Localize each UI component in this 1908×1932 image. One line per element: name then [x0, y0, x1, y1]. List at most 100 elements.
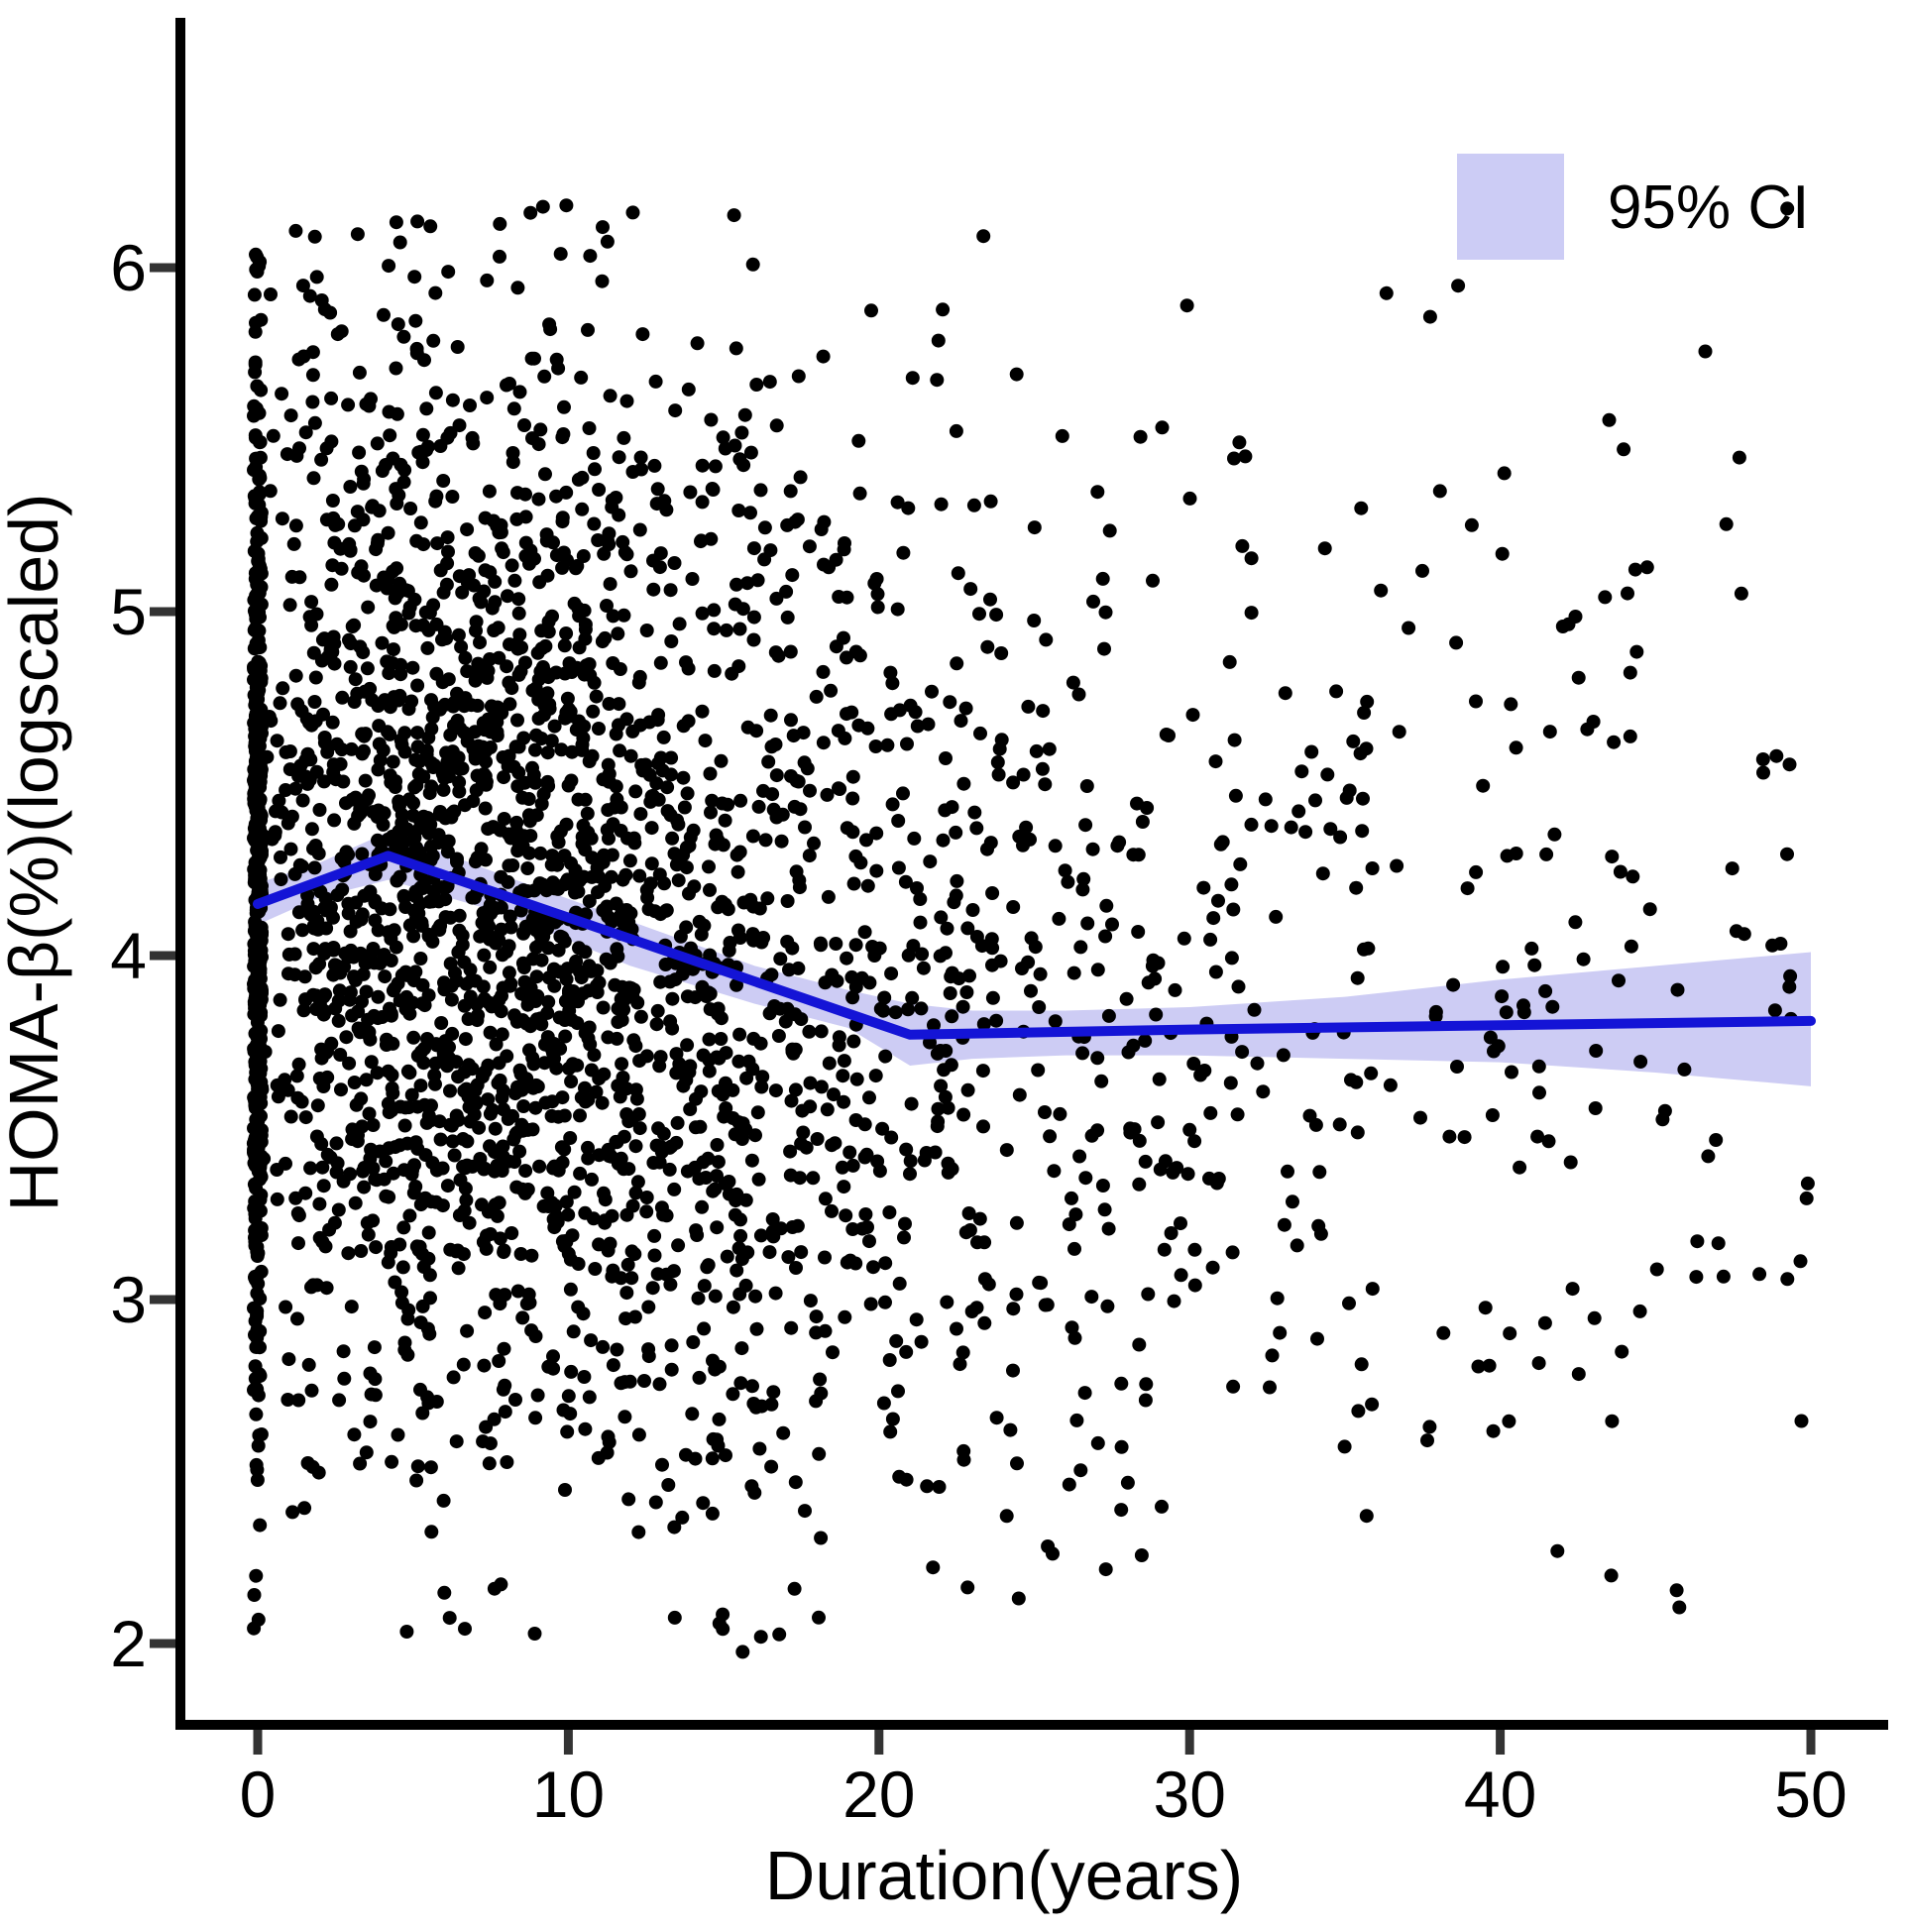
- scatter-point: [384, 1008, 398, 1023]
- scatter-point: [269, 804, 282, 819]
- scatter-point: [553, 929, 568, 944]
- scatter-point: [367, 1340, 382, 1355]
- x-tick-label: 30: [1153, 1758, 1225, 1831]
- scatter-point: [1009, 1287, 1024, 1302]
- scatter-point: [1356, 791, 1370, 806]
- scatter-point: [1174, 1216, 1187, 1231]
- scatter-point: [983, 592, 997, 607]
- scatter-point: [1032, 1275, 1047, 1290]
- scatter-point: [360, 1215, 375, 1230]
- scatter-point: [430, 536, 445, 551]
- scatter-point: [1555, 620, 1570, 633]
- scatter-point: [977, 1315, 992, 1330]
- scatter-point: [480, 391, 495, 405]
- scatter-point: [382, 404, 396, 419]
- scatter-point: [820, 787, 835, 802]
- scatter-point: [393, 657, 408, 672]
- scatter-point: [555, 430, 570, 445]
- scatter-point: [883, 1424, 898, 1439]
- scatter-point: [663, 808, 678, 823]
- scatter-point: [905, 371, 920, 386]
- scatter-point: [520, 861, 535, 875]
- scatter-point: [716, 838, 730, 852]
- scatter-point: [600, 899, 615, 914]
- scatter-point: [348, 672, 363, 687]
- scatter-point: [1159, 728, 1174, 741]
- scatter-point: [686, 1335, 701, 1349]
- scatter-point: [311, 847, 326, 861]
- scatter-point: [421, 623, 436, 637]
- scatter-point: [557, 1108, 572, 1123]
- scatter-point: [706, 1184, 721, 1198]
- scatter-point: [659, 1208, 674, 1223]
- scatter-point: [1170, 1161, 1184, 1176]
- scatter-point: [624, 1244, 639, 1259]
- scatter-point: [290, 1206, 305, 1220]
- scatter-point: [424, 693, 438, 708]
- scatter-point: [483, 1025, 498, 1040]
- scatter-point: [709, 828, 724, 843]
- scatter-point: [586, 704, 601, 719]
- scatter-point: [764, 1459, 779, 1474]
- scatter-point: [643, 876, 658, 891]
- scatter-point: [813, 1372, 828, 1387]
- scatter-point: [1206, 911, 1221, 926]
- scatter-point: [758, 833, 773, 848]
- scatter-point: [619, 394, 634, 408]
- scatter-point: [419, 743, 434, 758]
- scatter-point: [797, 755, 812, 770]
- scatter-point: [1276, 1048, 1291, 1063]
- scatter-point: [399, 989, 414, 1004]
- scatter-point: [567, 1185, 582, 1199]
- scatter-point: [478, 801, 493, 816]
- scatter-point: [1657, 1103, 1672, 1118]
- scatter-point: [393, 733, 408, 747]
- scatter-point: [538, 467, 552, 482]
- scatter-point: [663, 583, 678, 598]
- scatter-point: [1208, 754, 1223, 769]
- scatter-point: [621, 1492, 636, 1507]
- scatter-point: [318, 1239, 333, 1254]
- scatter-point: [370, 1066, 385, 1080]
- scatter-point: [1031, 1063, 1046, 1078]
- scatter-point: [1131, 848, 1146, 862]
- scatter-point: [528, 1329, 543, 1343]
- scatter-point: [440, 845, 455, 859]
- scatter-point: [664, 1362, 679, 1377]
- scatter-point: [652, 560, 667, 575]
- scatter-point: [606, 1358, 620, 1373]
- scatter-point: [608, 800, 621, 815]
- scatter-point: [1152, 1072, 1167, 1086]
- scatter-point: [647, 904, 662, 919]
- scatter-point: [369, 1240, 384, 1255]
- scatter-point: [617, 1410, 632, 1424]
- scatter-point: [1048, 1014, 1063, 1029]
- scatter-point: [432, 923, 447, 937]
- scatter-point: [478, 1161, 493, 1176]
- scatter-point: [337, 1371, 352, 1386]
- scatter-point: [386, 564, 400, 579]
- scatter-point: [1632, 1304, 1647, 1318]
- scatter-point: [252, 498, 267, 512]
- scatter-point: [393, 457, 408, 472]
- scatter-point: [248, 621, 263, 635]
- scatter-point: [420, 640, 435, 655]
- scatter-point: [796, 726, 811, 740]
- scatter-point: [432, 807, 447, 822]
- scatter-point: [403, 502, 418, 515]
- scatter-point: [789, 1261, 803, 1275]
- scatter-point: [330, 737, 344, 751]
- scatter-point: [564, 855, 578, 870]
- scatter-point: [312, 997, 327, 1012]
- scatter-point: [700, 1260, 715, 1275]
- scatter-point: [1086, 594, 1100, 609]
- scatter-point: [393, 1237, 407, 1252]
- scatter-point: [1035, 761, 1050, 776]
- scatter-point: [889, 1333, 904, 1348]
- scatter-point: [878, 1256, 893, 1271]
- scatter-point: [561, 778, 576, 793]
- scatter-point: [632, 1054, 647, 1069]
- scatter-point: [529, 808, 544, 823]
- scatter-point: [600, 823, 615, 838]
- scatter-point: [462, 1099, 477, 1114]
